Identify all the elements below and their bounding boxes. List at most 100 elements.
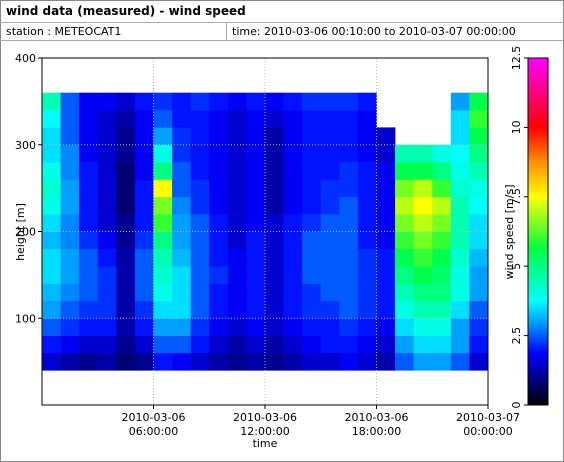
x-tick-label: 2010-03-06 06:00:00: [122, 411, 186, 438]
heat-cell: [320, 318, 340, 336]
heat-cell: [79, 266, 99, 284]
heat-cell: [190, 92, 210, 111]
heat-cell: [283, 162, 303, 180]
heat-cell: [97, 214, 117, 232]
heat-cell: [227, 162, 247, 180]
heat-cell: [320, 266, 340, 284]
heat-cell: [265, 110, 284, 128]
heat-cell: [357, 352, 377, 371]
heat-cell: [227, 231, 247, 250]
heat-cell: [172, 300, 191, 319]
heat-cell: [79, 318, 99, 336]
heat-cell: [395, 318, 414, 336]
heat-cell: [153, 92, 173, 111]
x-tick-label: 2010-03-06 18:00:00: [345, 411, 409, 438]
heat-cell: [190, 162, 210, 180]
heat-cell: [172, 266, 191, 284]
heat-cell: [246, 300, 266, 319]
heat-cell: [246, 283, 266, 302]
heat-cell: [320, 179, 340, 198]
heat-cell: [134, 283, 154, 302]
heat-cell: [283, 179, 303, 198]
heat-cell: [320, 335, 340, 354]
heat-cell: [116, 214, 136, 232]
heat-cell: [450, 196, 470, 215]
heat-cell: [172, 335, 191, 354]
heat-cell: [227, 283, 247, 302]
heat-cell: [134, 127, 154, 146]
heat-cell: [172, 352, 191, 371]
heat-cell: [209, 231, 229, 250]
heat-cell: [320, 248, 340, 267]
heat-cell: [116, 196, 136, 215]
heat-cell: [395, 144, 414, 163]
heat-cell: [265, 162, 284, 180]
heat-cell: [339, 179, 359, 198]
heat-cell: [302, 266, 322, 284]
heat-cell: [246, 144, 266, 163]
heat-cell: [60, 283, 80, 302]
heat-cell: [413, 300, 433, 319]
heat-cell: [42, 196, 61, 215]
heat-cell: [432, 248, 452, 267]
heat-cell: [79, 179, 99, 198]
heat-cell: [60, 214, 80, 232]
heat-cell: [376, 162, 396, 180]
y-tick-label: 100: [15, 312, 36, 325]
heat-cell: [116, 266, 136, 284]
heat-cell: [79, 162, 99, 180]
heat-cell: [302, 92, 322, 111]
heat-cell: [265, 127, 284, 146]
heat-cell: [469, 144, 489, 163]
heat-cell: [153, 283, 173, 302]
chart-title: wind data (measured) - wind speed: [6, 4, 246, 18]
heat-cell: [376, 196, 396, 215]
y-tick-label: 200: [15, 226, 36, 239]
heat-cell: [469, 196, 489, 215]
heat-cell: [227, 127, 247, 146]
heat-cell: [190, 144, 210, 163]
heat-cell: [320, 214, 340, 232]
heat-cell: [42, 318, 61, 336]
colorbar-tick-label: 0: [510, 402, 523, 409]
heat-cell: [339, 231, 359, 250]
heat-cell: [265, 92, 284, 111]
heat-cell: [79, 92, 99, 111]
heat-cell: [432, 231, 452, 250]
heat-cell: [302, 231, 322, 250]
x-axis-label: time: [253, 437, 278, 450]
station: station : METEOCAT1: [6, 25, 121, 38]
heat-cell: [395, 352, 414, 371]
heat-cell: [450, 352, 470, 371]
heat-cell: [320, 231, 340, 250]
heat-cell: [79, 335, 99, 354]
heat-cell: [395, 283, 414, 302]
heat-cell: [376, 266, 396, 284]
heat-cell: [134, 318, 154, 336]
heat-cell: [116, 127, 136, 146]
heat-cell: [265, 300, 284, 319]
heat-cell: [79, 248, 99, 267]
heat-cell: [42, 127, 61, 146]
heat-cell: [134, 266, 154, 284]
heat-cell: [209, 318, 229, 336]
heat-cell: [339, 352, 359, 371]
heat-cell: [395, 231, 414, 250]
heat-cell: [134, 110, 154, 128]
heat-cell: [283, 335, 303, 354]
heat-cell: [42, 110, 61, 128]
heat-cell: [79, 110, 99, 128]
heat-cell: [42, 335, 61, 354]
heat-cell: [209, 335, 229, 354]
heat-cell: [209, 283, 229, 302]
heat-cell: [42, 162, 61, 180]
heat-cell: [302, 179, 322, 198]
heat-cell: [227, 144, 247, 163]
heat-cell: [116, 248, 136, 267]
heat-cell: [265, 144, 284, 163]
heat-cell: [450, 214, 470, 232]
heat-cell: [190, 127, 210, 146]
heat-cell: [376, 352, 396, 371]
heat-cell: [116, 300, 136, 319]
